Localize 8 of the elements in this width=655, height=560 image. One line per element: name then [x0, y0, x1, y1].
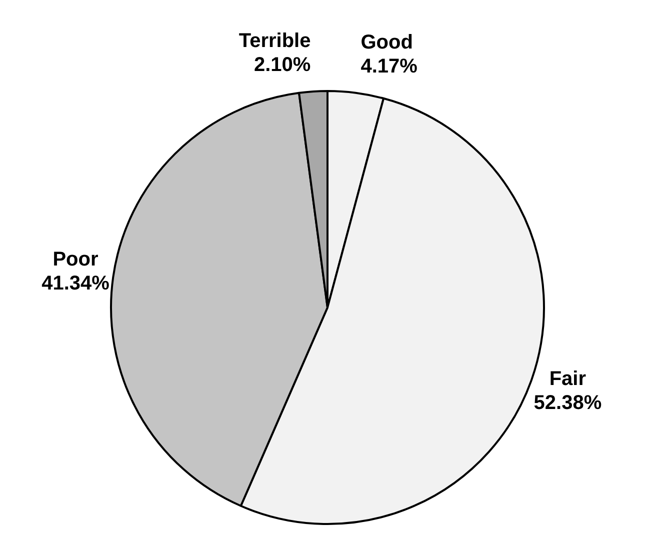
slice-label: Good [360, 32, 413, 54]
slice-label: Fair [549, 368, 586, 390]
slice-label: Poor [52, 248, 98, 271]
data-label: 4.17% [360, 56, 418, 78]
data-label: 52.38% [534, 392, 602, 414]
data-label: 2.10% [254, 54, 311, 76]
slice-label: Terrible [238, 30, 311, 52]
data-label: 41.34% [42, 272, 110, 295]
